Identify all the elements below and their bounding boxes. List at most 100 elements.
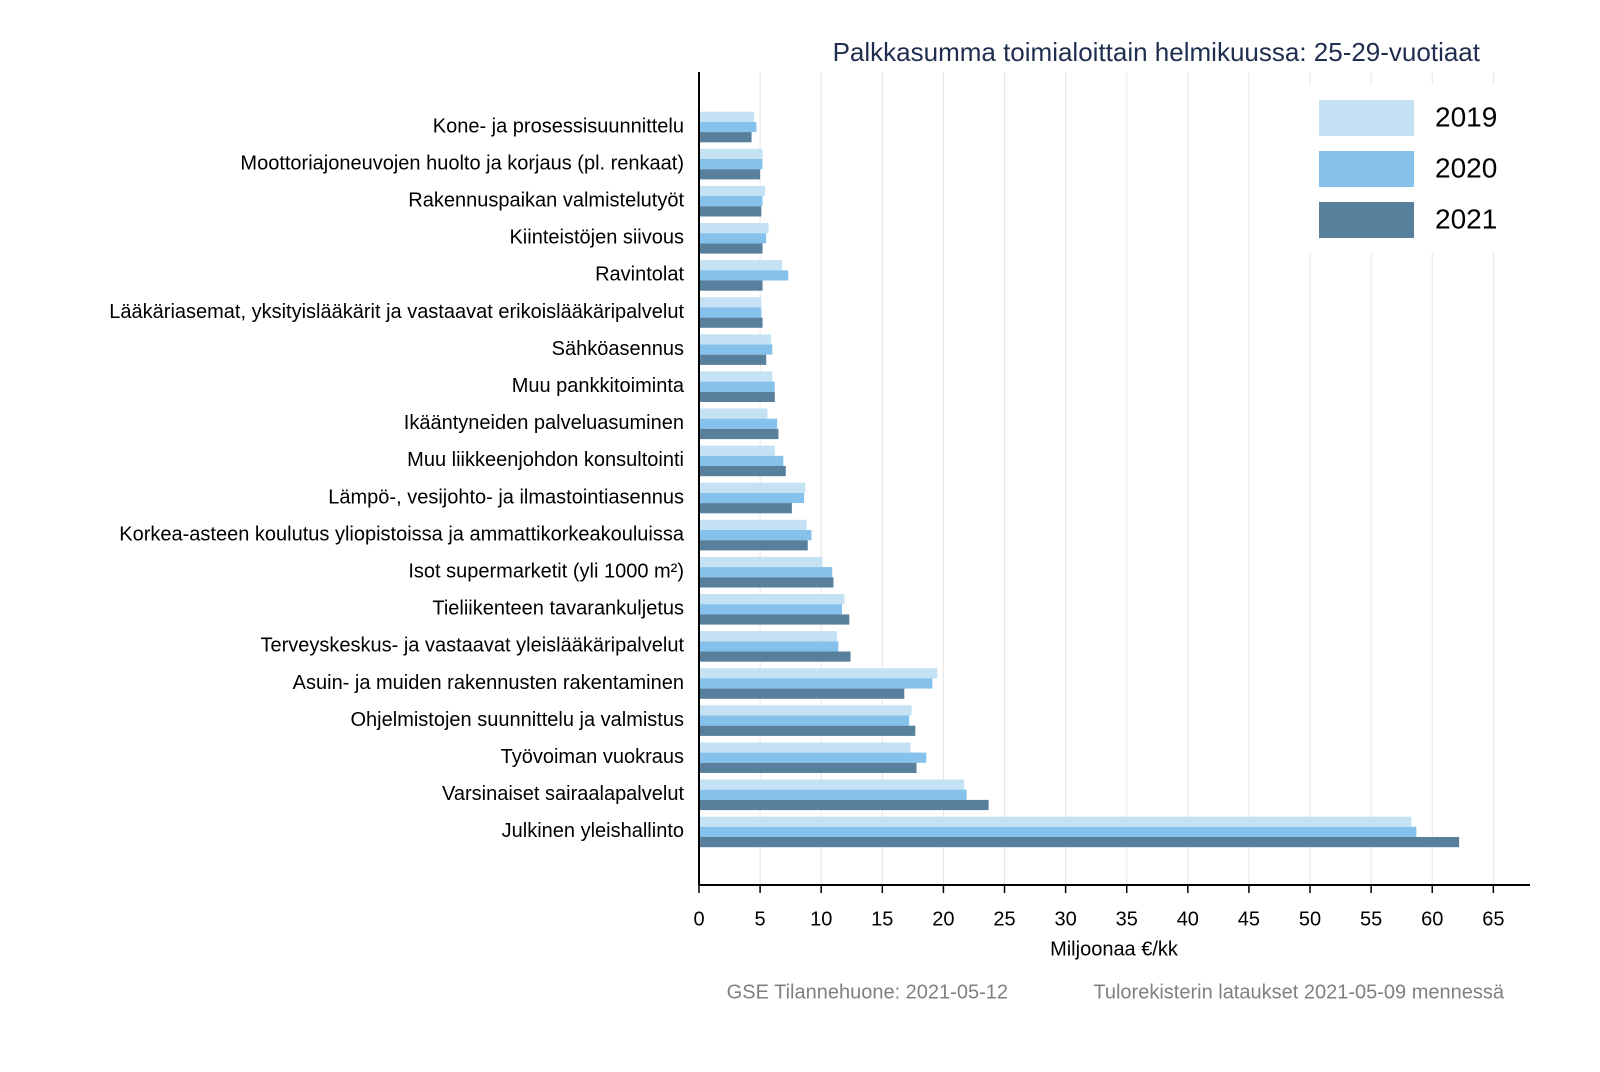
y-tick-label: Sähköasennus (552, 338, 684, 360)
bar (699, 169, 761, 180)
y-tick-label: Terveyskeskus- ja vastaavat yleislääkäri… (260, 635, 684, 657)
bar (699, 705, 912, 716)
bar (699, 678, 933, 689)
bar (699, 206, 762, 217)
source: GSE Tilannehuone: 2021-05-12 (727, 981, 1008, 1003)
x-tick-label: 55 (1360, 908, 1382, 930)
y-tick-label: Tieliikenteen tavarankuljetus (432, 598, 684, 620)
bar (699, 159, 763, 170)
bar (699, 196, 763, 207)
x-axis-label: Miljoonaa €/kk (1050, 938, 1179, 960)
x-tick-label: 50 (1299, 908, 1321, 930)
bar (699, 614, 850, 625)
bar (699, 317, 763, 328)
bar (699, 297, 762, 308)
bar (699, 334, 772, 345)
bar (699, 789, 967, 800)
bar (699, 428, 779, 440)
x-tick-label: 65 (1482, 908, 1504, 930)
bar (699, 641, 839, 652)
x-tick-label: 0 (693, 908, 704, 930)
bar (699, 307, 762, 318)
y-tick-label: Korkea-asteen koulutus yliopistoissa ja … (119, 523, 685, 545)
legend-swatch (1319, 100, 1414, 136)
bar (699, 381, 775, 392)
legend-label: 2020 (1435, 152, 1497, 183)
x-tick-label: 30 (1054, 908, 1076, 930)
bar (699, 223, 769, 234)
note: Tulorekisterin lataukset 2021-05-09 menn… (1093, 981, 1504, 1003)
bar (699, 668, 938, 679)
y-tick-label: Varsinaiset sairaalapalvelut (442, 783, 684, 805)
bar (699, 270, 789, 281)
bar (699, 715, 910, 726)
y-tick-label: Ohjelmistojen suunnittelu ja valmistus (351, 709, 685, 731)
legend-swatch (1319, 151, 1414, 187)
bar (699, 540, 808, 551)
bar (699, 492, 805, 504)
bar (699, 260, 783, 271)
bar (699, 556, 823, 568)
bar (699, 594, 845, 605)
bar (699, 482, 806, 493)
bar (699, 816, 1412, 827)
y-tick-label: Ravintolat (595, 264, 684, 286)
bar (699, 233, 767, 244)
bar (699, 519, 807, 530)
bar (699, 111, 754, 122)
bar (699, 503, 792, 514)
y-tick-label: Moottoriajoneuvojen huolto ja korjaus (p… (240, 152, 684, 174)
x-tick-label: 60 (1421, 908, 1443, 930)
x-tick-label: 5 (755, 908, 766, 930)
chart-title: Palkkasumma toimialoittain helmikuussa: … (833, 37, 1481, 67)
x-tick-label: 15 (871, 908, 893, 930)
y-tick-label: Julkinen yleishallinto (502, 820, 684, 842)
bar (699, 752, 927, 763)
bar (699, 799, 989, 811)
bar (699, 762, 917, 773)
x-tick-label: 40 (1177, 908, 1199, 930)
bar (699, 631, 838, 642)
x-tick-label: 45 (1238, 908, 1260, 930)
bar (699, 445, 775, 456)
x-tick-label: 10 (810, 908, 832, 930)
y-tick-label: Kone- ja prosessisuunnittelu (433, 115, 684, 137)
x-tick-label: 20 (932, 908, 954, 930)
bar (699, 826, 1417, 837)
bar (699, 725, 916, 736)
bar (699, 280, 763, 291)
bar (699, 243, 763, 254)
y-tick-label: Ikääntyneiden palveluasuminen (404, 412, 684, 434)
bar (699, 344, 773, 355)
bar (699, 148, 763, 159)
y-tick-label: Työvoiman vuokraus (501, 746, 684, 768)
bar (699, 567, 833, 578)
x-tick-label: 25 (993, 908, 1015, 930)
bar (699, 371, 773, 382)
legend-label: 2019 (1435, 101, 1497, 132)
bar (699, 455, 784, 466)
bar (699, 132, 752, 143)
x-tick-label: 35 (1116, 908, 1138, 930)
y-tick-label: Lääkäriasemat, yksityislääkärit ja vasta… (109, 301, 684, 323)
y-tick-label: Muu liikkeenjohdon konsultointi (407, 449, 684, 471)
bar (699, 185, 765, 197)
bar (699, 651, 851, 662)
y-tick-label: Lämpö-, vesijohto- ja ilmastointiasennus (328, 486, 684, 508)
y-tick-label: Isot supermarketit (yli 1000 m²) (408, 560, 684, 582)
bar (699, 466, 786, 477)
bar (699, 604, 842, 615)
y-tick-label: Asuin- ja muiden rakennusten rakentamine… (293, 672, 684, 694)
bar (699, 577, 834, 588)
bar (699, 418, 778, 429)
bar (699, 121, 757, 133)
bar (699, 408, 768, 419)
bar (699, 354, 767, 365)
bar (699, 688, 905, 699)
y-tick-label: Muu pankkitoiminta (512, 375, 685, 397)
bar (699, 530, 812, 541)
legend-label: 2021 (1435, 203, 1497, 234)
y-tick-label: Kiinteistöjen siivous (509, 227, 684, 249)
bar (699, 742, 911, 753)
